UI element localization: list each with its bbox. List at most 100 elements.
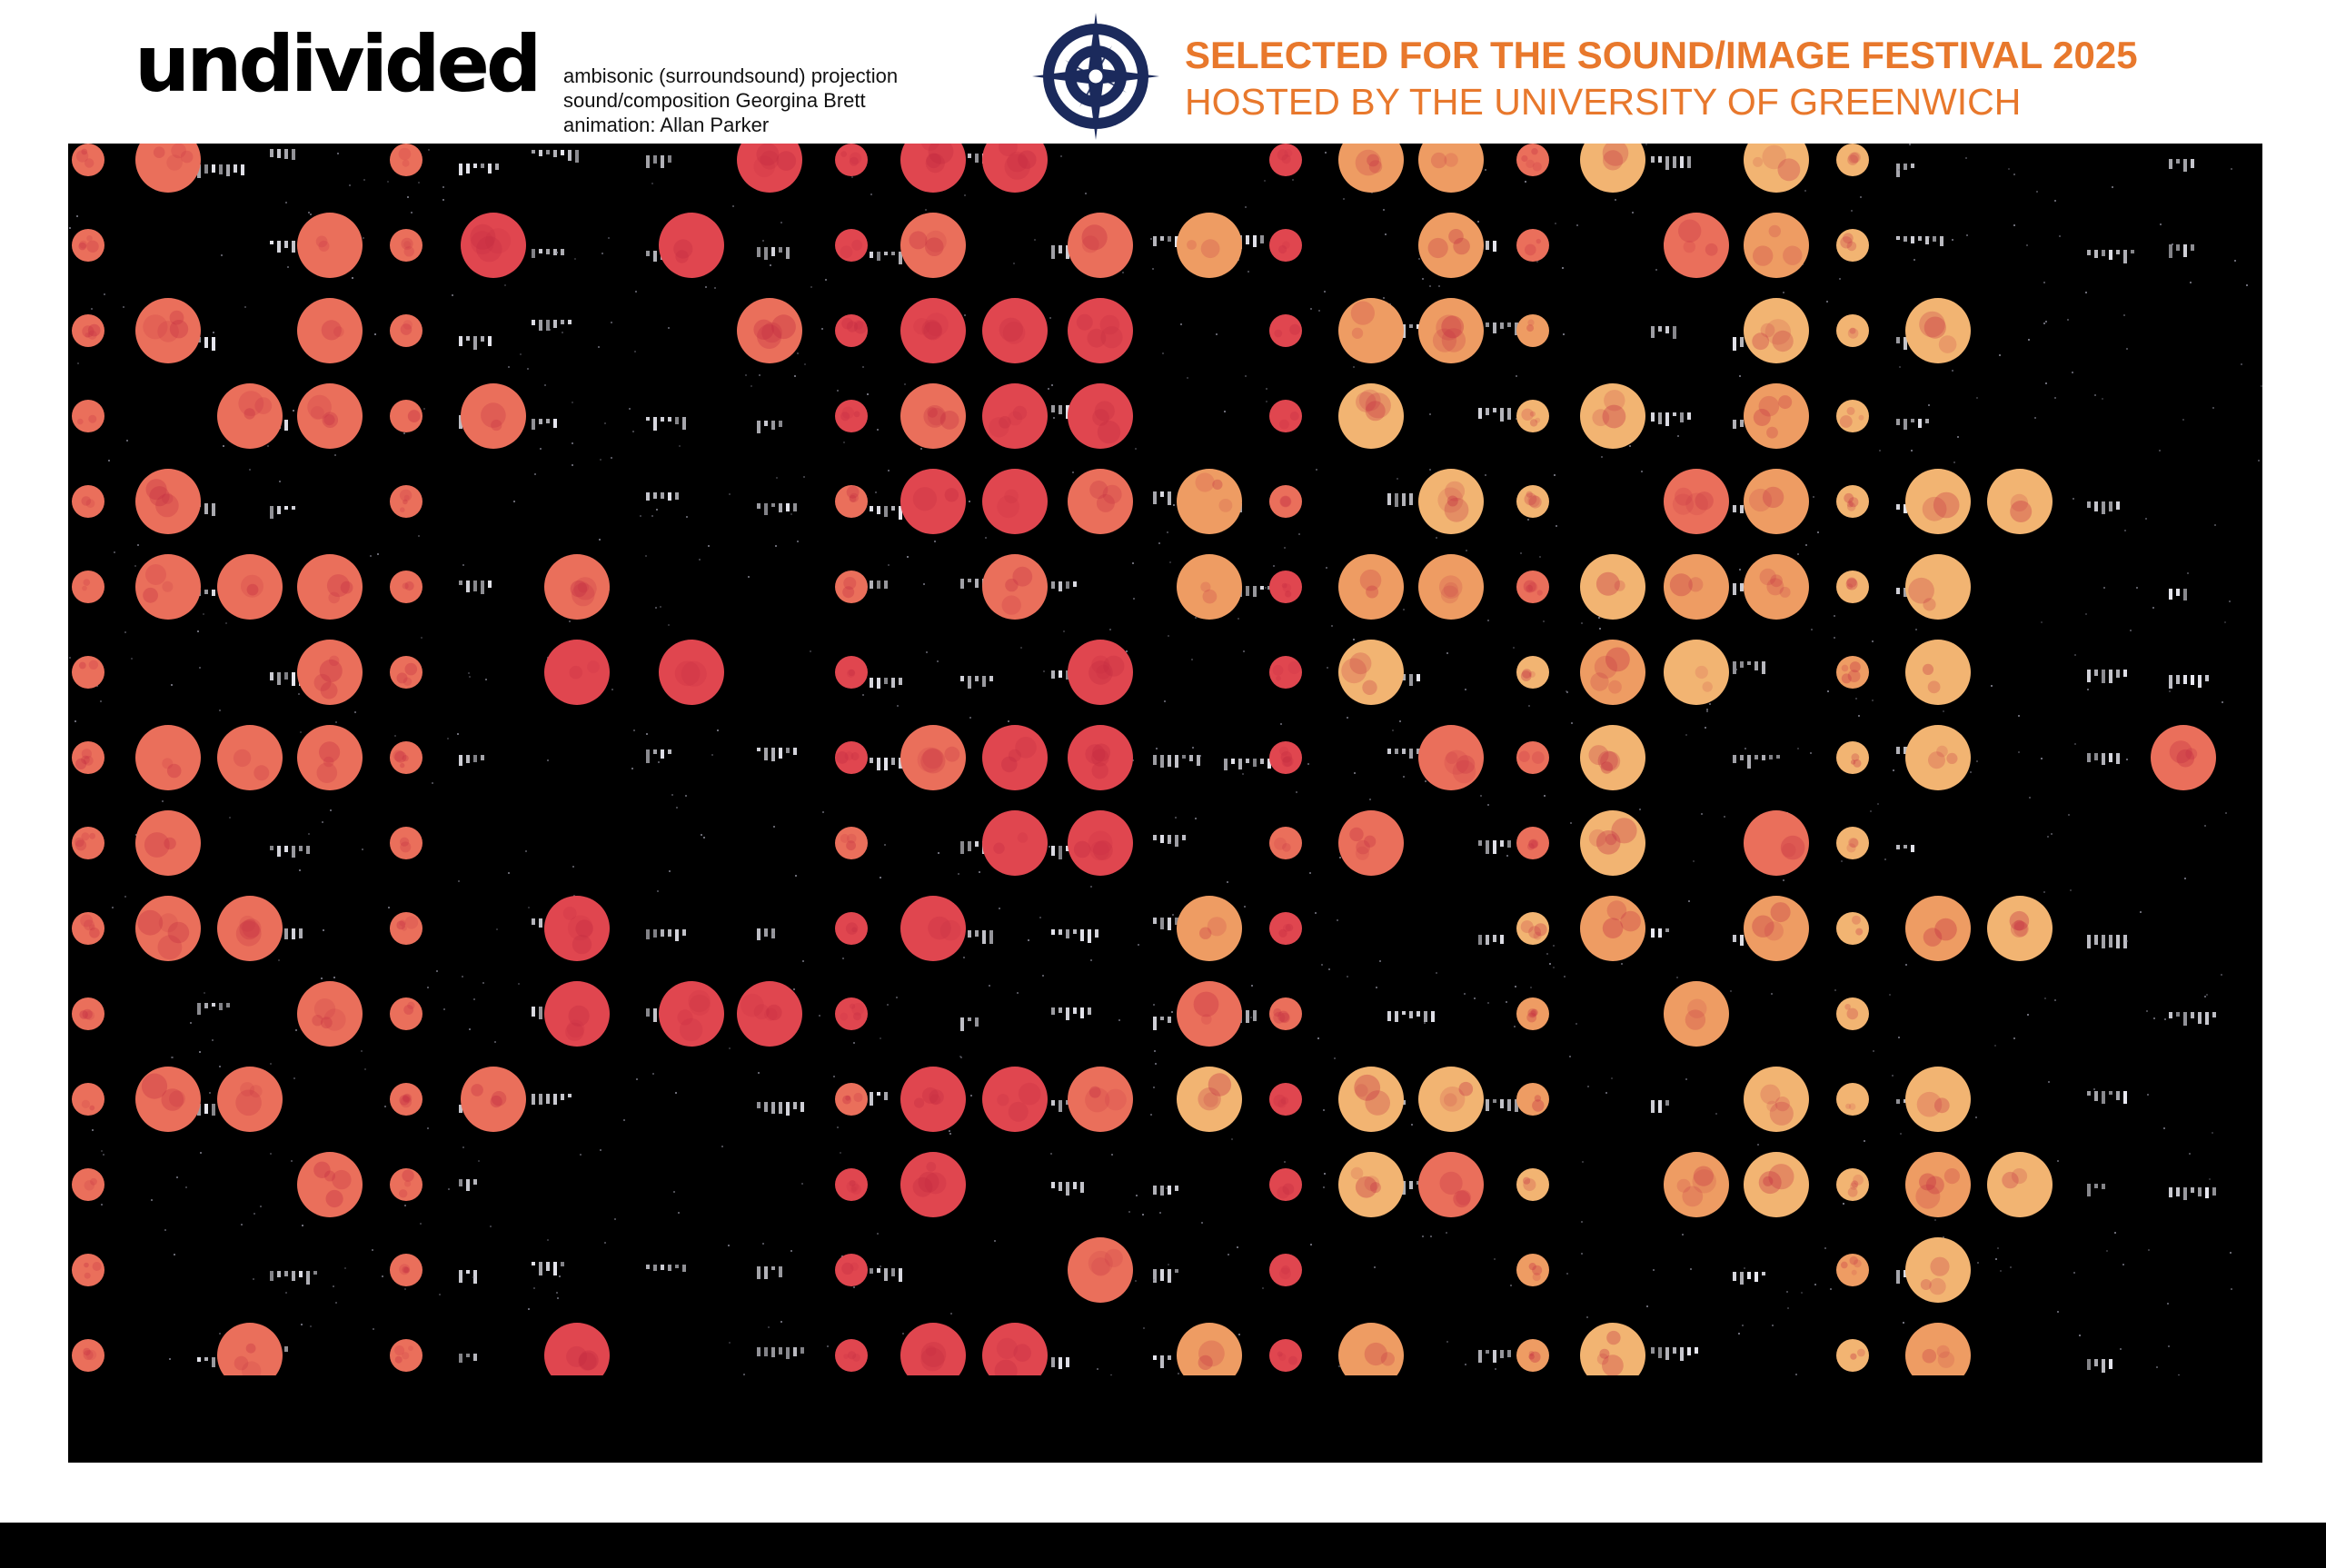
animation-dot xyxy=(900,725,966,790)
noise-speck xyxy=(2043,282,2045,283)
dot-texture xyxy=(1596,1353,1609,1365)
noise-speck xyxy=(1928,236,1930,238)
glyph-mark xyxy=(546,249,550,254)
dot-texture xyxy=(171,144,186,159)
dot-texture xyxy=(84,1010,95,1021)
animation-dot xyxy=(390,229,422,262)
glyph-mark xyxy=(1395,1011,1398,1022)
glyph-mark xyxy=(1911,845,1914,852)
noise-speck xyxy=(439,1294,441,1295)
noise-speck xyxy=(301,1324,303,1325)
glyph-mark xyxy=(495,164,499,170)
dot-texture xyxy=(1844,492,1854,503)
noise-speck xyxy=(1639,809,1641,810)
dot-texture xyxy=(143,587,158,603)
noise-speck xyxy=(1039,917,1041,918)
dot-texture xyxy=(1852,915,1861,925)
glyph-mark xyxy=(2102,1091,2105,1104)
noise-speck xyxy=(1231,1138,1233,1140)
glyph-mark xyxy=(870,506,873,511)
dot-texture xyxy=(1350,1166,1364,1180)
noise-speck xyxy=(604,422,606,424)
glyph-mark xyxy=(2109,250,2112,260)
animation-dot xyxy=(1836,400,1869,432)
animation-dot xyxy=(1516,656,1549,689)
glyph-mark xyxy=(757,421,760,433)
noise-speck xyxy=(1515,986,1516,987)
dot-texture xyxy=(89,1105,95,1111)
noise-speck xyxy=(75,720,76,722)
glyph-mark xyxy=(793,1347,797,1356)
dot-texture xyxy=(1934,918,1957,941)
glyph-mark xyxy=(1168,918,1171,930)
animation-dot xyxy=(1068,383,1133,449)
noise-speck xyxy=(1735,669,1737,670)
dot-texture xyxy=(1085,1087,1110,1113)
dot-texture xyxy=(842,586,855,599)
noise-speck xyxy=(1090,886,1092,888)
noise-speck xyxy=(1153,1087,1155,1088)
glyph-mark xyxy=(1051,846,1055,856)
noise-speck xyxy=(374,333,376,335)
dot-texture xyxy=(75,758,87,770)
glyph-mark xyxy=(884,252,888,255)
dot-texture xyxy=(1774,1097,1790,1112)
noise-speck xyxy=(1801,1292,1803,1294)
glyph-mark xyxy=(891,252,895,255)
glyph-mark xyxy=(1168,491,1171,505)
dot-texture xyxy=(89,928,100,938)
dot-texture xyxy=(1518,750,1530,762)
dot-texture xyxy=(1839,415,1853,428)
noise-speck xyxy=(372,1249,373,1251)
dot-texture xyxy=(944,488,959,502)
dot-texture xyxy=(841,317,853,330)
noise-speck xyxy=(2043,891,2045,893)
dot-texture xyxy=(239,915,256,932)
noise-speck xyxy=(1168,1264,1169,1265)
glyph-mark xyxy=(1478,935,1482,945)
noise-speck xyxy=(1830,1288,1832,1290)
noise-speck xyxy=(2073,498,2074,500)
animation-dot xyxy=(390,400,422,432)
noise-speck xyxy=(321,978,323,979)
dot-texture xyxy=(485,228,512,254)
dot-texture xyxy=(79,240,87,249)
dot-texture xyxy=(1520,920,1534,934)
glyph-mark xyxy=(2183,1187,2187,1200)
noise-speck xyxy=(660,606,661,608)
noise-speck xyxy=(1383,297,1385,299)
noise-speck xyxy=(1516,375,1517,377)
dot-texture xyxy=(143,314,168,340)
dot-texture xyxy=(1532,1099,1545,1112)
noise-speck xyxy=(1251,985,1253,987)
festival-banner: SELECTED FOR THE SOUND/IMAGE FESTIVAL 20… xyxy=(1185,36,2138,121)
dot-texture xyxy=(840,833,850,843)
noise-speck xyxy=(601,253,603,254)
dot-texture xyxy=(404,1180,412,1187)
dot-texture xyxy=(238,391,264,416)
glyph-mark xyxy=(2109,1359,2112,1369)
dot-texture xyxy=(240,1082,254,1097)
noise-speck xyxy=(171,1057,173,1058)
noise-speck xyxy=(1315,912,1317,914)
noise-speck xyxy=(1841,860,1843,862)
dot-texture xyxy=(1273,1094,1287,1107)
noise-speck xyxy=(549,329,551,331)
noise-speck xyxy=(1549,963,1551,965)
dot-texture xyxy=(1281,756,1293,768)
dot-texture xyxy=(1280,1097,1289,1105)
glyph-mark xyxy=(2183,675,2187,684)
noise-speck xyxy=(213,332,214,333)
animation-dot xyxy=(1177,981,1242,1047)
glyph-mark xyxy=(2109,1091,2112,1095)
noise-speck xyxy=(1180,323,1182,325)
noise-speck xyxy=(1553,967,1555,968)
dot-texture xyxy=(587,660,600,673)
noise-speck xyxy=(1581,1253,1583,1255)
animation-dot xyxy=(1516,1254,1549,1286)
dot-texture xyxy=(307,394,332,420)
noise-speck xyxy=(1383,209,1385,211)
dot-texture xyxy=(939,919,961,941)
dot-texture xyxy=(1687,998,1707,1018)
dot-texture xyxy=(1916,1091,1943,1117)
